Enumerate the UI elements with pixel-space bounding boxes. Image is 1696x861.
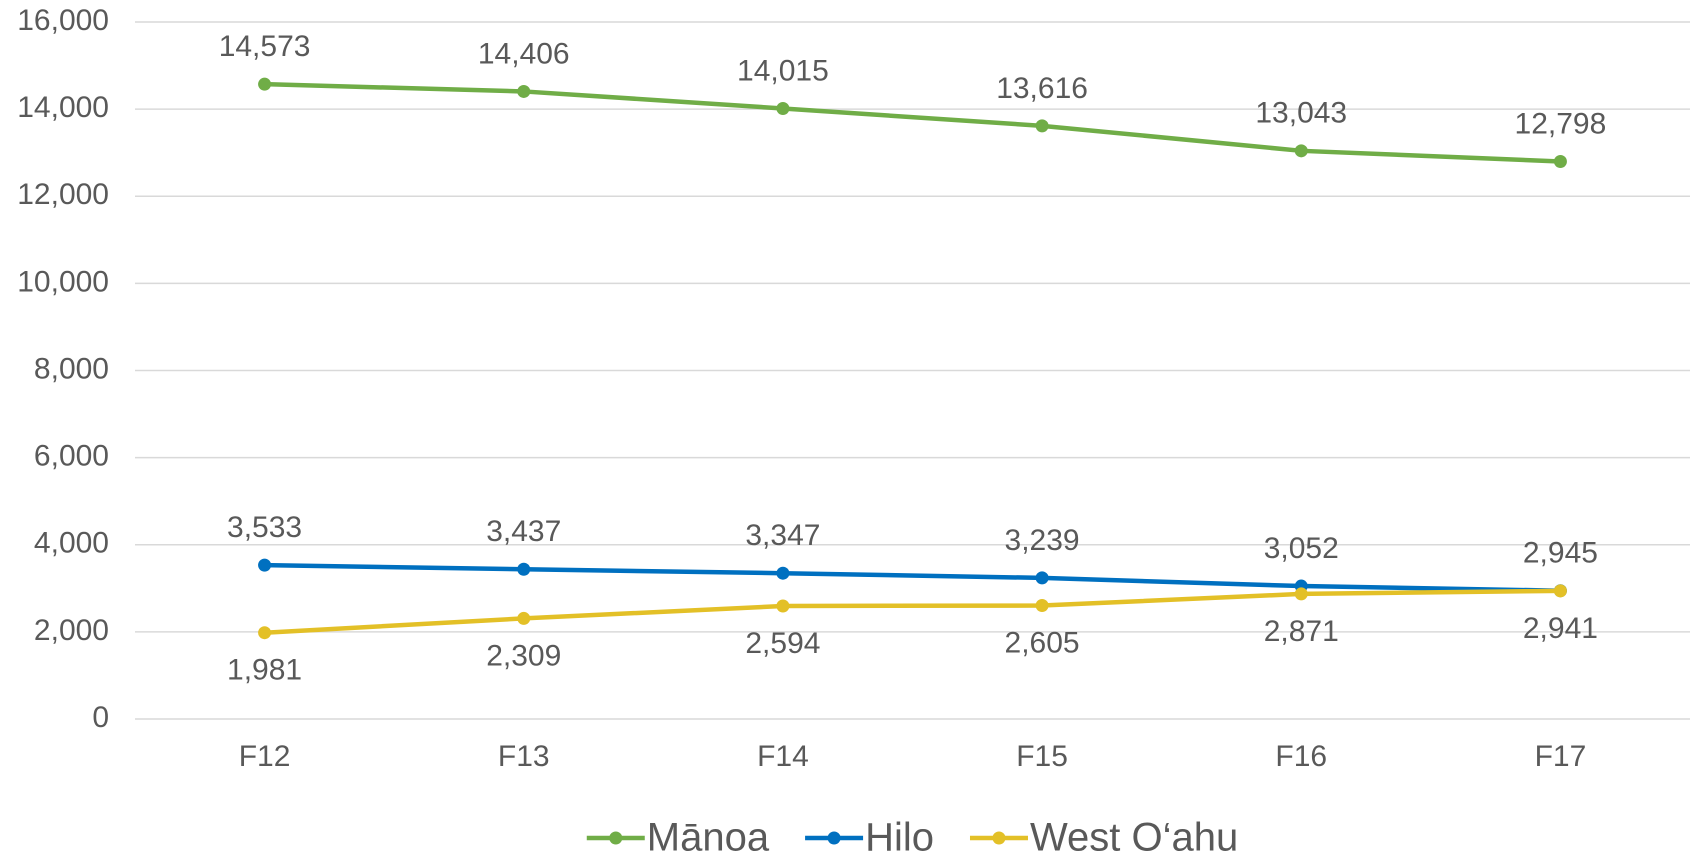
data-label: 14,573 (219, 30, 311, 63)
y-tick-label: 14,000 (17, 91, 109, 124)
series-line (264, 588, 1561, 635)
data-point (1553, 154, 1567, 168)
data-label: 2,309 (486, 639, 561, 672)
legend-marker (609, 831, 623, 845)
data-label: 2,594 (745, 627, 820, 660)
data-label: 12,798 (1515, 107, 1607, 140)
data-label: 2,941 (1523, 612, 1598, 645)
data-label: 3,239 (1005, 524, 1080, 557)
legend-label: Mānoa (647, 816, 770, 860)
data-label: 2,871 (1264, 615, 1339, 648)
legend-item: West O‘ahu (969, 816, 1238, 860)
data-label: 2,605 (1005, 626, 1080, 659)
legend: Mānoa Hilo West O‘ahu (586, 816, 1238, 860)
data-label: 3,533 (227, 511, 302, 544)
legend-item: Mānoa (586, 816, 770, 860)
legend-label: West O‘ahu (1030, 816, 1238, 860)
data-point (258, 77, 272, 91)
data-point (776, 599, 790, 613)
y-tick-label: 8,000 (34, 352, 109, 385)
y-tick-label: 0 (92, 701, 109, 734)
legend-item: Hilo (805, 816, 934, 860)
data-label: 13,043 (1255, 97, 1347, 130)
y-tick-label: 2,000 (34, 614, 109, 647)
data-point (1035, 119, 1049, 133)
data-point (1035, 599, 1049, 613)
legend-marker (827, 831, 841, 845)
data-point (776, 101, 790, 115)
data-point (517, 611, 531, 625)
data-label: 3,437 (486, 515, 561, 548)
data-point (776, 566, 790, 580)
data-point (1294, 587, 1308, 601)
legend-marker (992, 831, 1006, 845)
data-label: 2,945 (1523, 537, 1598, 570)
data-label: 1,981 (227, 654, 302, 687)
y-tick-label: 6,000 (34, 440, 109, 473)
x-tick-label: F12 (239, 740, 291, 773)
y-tick-label: 10,000 (17, 265, 109, 298)
data-point (1294, 144, 1308, 158)
series-line (264, 81, 1561, 164)
series-line (264, 562, 1561, 593)
y-tick-label: 12,000 (17, 178, 109, 211)
y-tick-label: 4,000 (34, 527, 109, 560)
data-label: 14,015 (737, 54, 829, 87)
data-point (517, 562, 531, 576)
data-point (517, 84, 531, 98)
x-tick-label: F17 (1535, 740, 1587, 773)
x-tick-label: F15 (1016, 740, 1068, 773)
data-point (258, 626, 272, 640)
x-tick-label: F16 (1275, 740, 1327, 773)
y-tick-label: 16,000 (17, 4, 109, 37)
data-label: 13,616 (996, 72, 1088, 105)
x-tick-label: F13 (498, 740, 550, 773)
data-label: 3,347 (745, 519, 820, 552)
x-tick-label: F14 (757, 740, 809, 773)
data-point (1035, 571, 1049, 585)
data-point (258, 558, 272, 572)
data-label: 14,406 (478, 37, 570, 70)
data-point (1553, 584, 1567, 598)
data-label: 3,052 (1264, 532, 1339, 565)
legend-label: Hilo (865, 816, 934, 860)
